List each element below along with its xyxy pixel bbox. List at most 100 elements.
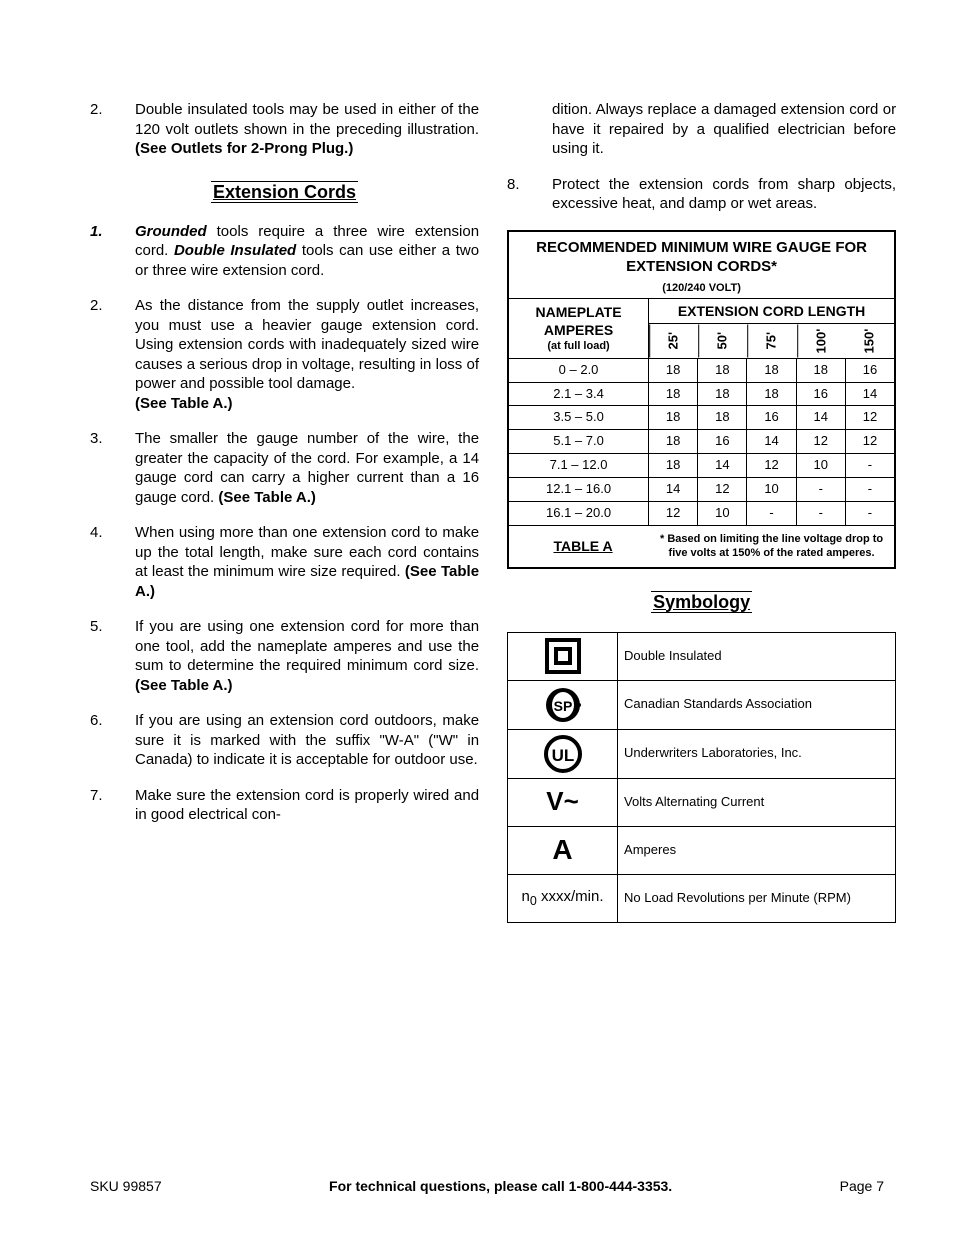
length-cell: 50'	[698, 324, 747, 357]
item-text: If you are using an extension cord outdo…	[135, 711, 479, 770]
item-number: 2.	[90, 296, 135, 413]
gauge-cell: 16	[797, 383, 846, 406]
gauge-cell: 18	[747, 383, 796, 406]
table-row: 7.1 – 12.018141210-	[509, 454, 894, 478]
item-text: Double insulated tools may be used in ei…	[135, 100, 479, 159]
text-run: Double insulated tools may be used in ei…	[135, 101, 479, 138]
text-run: If you are using an extension cord outdo…	[135, 712, 479, 768]
gauge-cell: 18	[747, 359, 796, 382]
gauge-cell: 14	[649, 478, 698, 501]
text-run: If you are using one extension cord for …	[135, 618, 479, 674]
gauge-cell: 14	[698, 454, 747, 477]
page-number: Page 7	[840, 1177, 884, 1195]
item-text: Grounded tools require a three wire exte…	[135, 222, 479, 281]
section-heading-extension-cords: Extension Cords	[90, 181, 479, 204]
rpm-n: n	[522, 888, 530, 905]
gauge-cell: 10	[797, 454, 846, 477]
length-cell: 100'	[797, 324, 846, 357]
gauge-cell: 18	[698, 383, 747, 406]
gauge-cell: -	[747, 502, 796, 525]
item-number: 8.	[507, 175, 552, 214]
amperes-cell: 2.1 – 3.4	[509, 383, 649, 406]
wire-gauge-table: RECOMMENDED MINIMUM WIRE GAUGE FOR EXTEN…	[507, 230, 896, 569]
gauge-cell: 12	[747, 454, 796, 477]
text-run: Make sure the extension cord is properly…	[135, 787, 479, 824]
symbol-label: Underwriters Laboratories, Inc.	[618, 729, 896, 778]
amperes-icon: A	[508, 826, 618, 874]
double-insulated-icon	[508, 632, 618, 680]
amperes-cell: 7.1 – 12.0	[509, 454, 649, 477]
gauge-cell: 18	[649, 406, 698, 429]
table-row: n0 xxxx/min. No Load Revolutions per Min…	[508, 874, 896, 922]
item-text: Make sure the extension cord is properly…	[135, 786, 479, 825]
gauge-cell: -	[846, 478, 894, 501]
amperes-cell: 12.1 – 16.0	[509, 478, 649, 501]
table-footer: TABLE A * Based on limiting the line vol…	[509, 526, 894, 567]
table-row: 3.5 – 5.01818161412	[509, 406, 894, 430]
nameplate-header: NAMEPLATE AMPERES (at full load)	[509, 299, 649, 358]
gauge-cell: 18	[698, 359, 747, 382]
text-run: (See Table A.)	[135, 395, 233, 412]
gauge-cell: 16	[747, 406, 796, 429]
rpm-icon: n0 xxxx/min.	[508, 874, 618, 922]
gauge-cell: 10	[747, 478, 796, 501]
item-text: When using more than one extension cord …	[135, 523, 479, 601]
text-run: As the distance from the supply outlet i…	[135, 297, 479, 392]
table-row: A Amperes	[508, 826, 896, 874]
item-number: 1.	[90, 222, 135, 281]
continuation-text: dition. Always replace a damaged extensi…	[552, 100, 896, 159]
gauge-cell: 16	[698, 430, 747, 453]
ul-icon: UL	[508, 729, 618, 778]
list-item: 4.When using more than one extension cor…	[90, 523, 479, 601]
table-row: 0 – 2.01818181816	[509, 359, 894, 383]
svg-text:UL: UL	[551, 746, 574, 765]
text-run: (See Table A.)	[218, 489, 316, 506]
gauge-cell: 12	[846, 430, 894, 453]
list-item: 3.The smaller the gauge number of the wi…	[90, 429, 479, 507]
item-number: 4.	[90, 523, 135, 601]
table-rows: 0 – 2.018181818162.1 – 3.418181816143.5 …	[509, 359, 894, 526]
table-a-label: TABLE A	[513, 537, 653, 555]
sku: SKU 99857	[90, 1177, 162, 1195]
length-cell: 75'	[747, 324, 796, 357]
two-columns: 2. Double insulated tools may be used in…	[90, 100, 884, 923]
item-number: 2.	[90, 100, 135, 159]
item-number: 3.	[90, 429, 135, 507]
gauge-cell: -	[846, 454, 894, 477]
table-row: SP Canadian Standards Association	[508, 680, 896, 729]
text-bold: (See Outlets for 2-Prong Plug.)	[135, 140, 353, 157]
gauge-cell: 14	[797, 406, 846, 429]
gauge-cell: 10	[698, 502, 747, 525]
list-item: 1.Grounded tools require a three wire ex…	[90, 222, 479, 281]
length-cell: 150'	[846, 324, 894, 357]
gauge-cell: 12	[649, 502, 698, 525]
gauge-cell: 18	[649, 430, 698, 453]
gauge-cell: -	[797, 502, 846, 525]
item-text: Protect the extension cords from sharp o…	[552, 175, 896, 214]
gauge-cell: 12	[698, 478, 747, 501]
table-row: 16.1 – 20.01210---	[509, 502, 894, 526]
item-text: As the distance from the supply outlet i…	[135, 296, 479, 413]
table-title: RECOMMENDED MINIMUM WIRE GAUGE FOR EXTEN…	[509, 232, 894, 300]
heading-text: Symbology	[651, 591, 752, 613]
header-line: NAMEPLATE	[511, 303, 646, 321]
symbol-label: Amperes	[618, 826, 896, 874]
rpm-rest: xxxx/min.	[537, 888, 604, 905]
header-line: AMPERES	[511, 321, 646, 339]
text-run: Double Insulated	[174, 242, 296, 259]
symbol-label: Canadian Standards Association	[618, 680, 896, 729]
list-item: 7.Make sure the extension cord is proper…	[90, 786, 479, 825]
amperes-cell: 0 – 2.0	[509, 359, 649, 382]
item-text: The smaller the gauge number of the wire…	[135, 429, 479, 507]
gauge-cell: 18	[649, 359, 698, 382]
ext-cord-length-label: EXTENSION CORD LENGTH	[649, 299, 894, 324]
table-row: 2.1 – 3.41818181614	[509, 383, 894, 407]
amperes-cell: 5.1 – 7.0	[509, 430, 649, 453]
table-row: 12.1 – 16.0141210--	[509, 478, 894, 502]
symbology-table: Double Insulated SP Canadian Standards A…	[507, 632, 896, 923]
item-number: 7.	[90, 786, 135, 825]
svg-text:SP: SP	[553, 698, 572, 714]
amp-text: A	[552, 834, 572, 865]
heading-text: Extension Cords	[211, 181, 358, 203]
gauge-cell: 14	[747, 430, 796, 453]
